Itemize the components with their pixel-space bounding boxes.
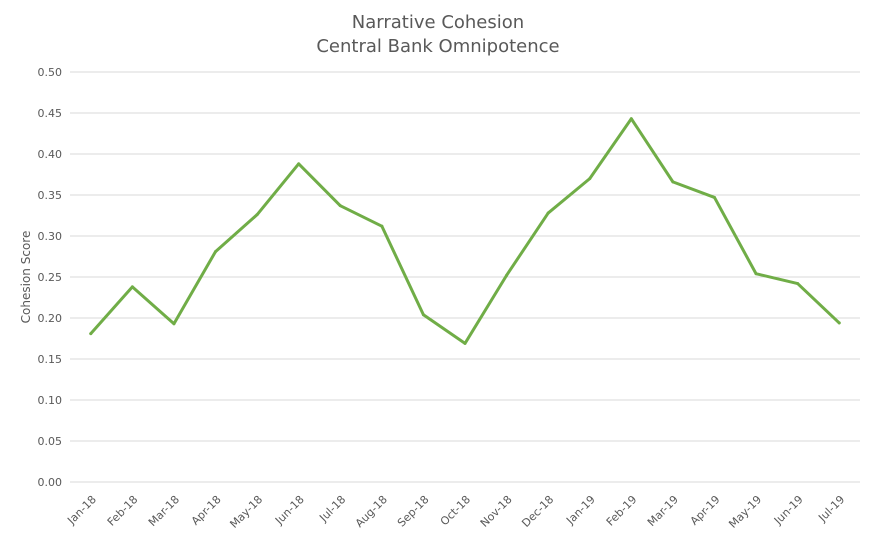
data-point — [297, 162, 301, 166]
data-point — [588, 177, 592, 181]
data-point — [754, 272, 758, 276]
x-tick-label: Jul-18 — [316, 493, 348, 525]
data-point — [796, 282, 800, 286]
data-point — [172, 322, 176, 326]
x-tick-label: Jun-19 — [771, 493, 806, 528]
x-tick-label: May-18 — [227, 493, 265, 531]
x-tick-label: Jan-19 — [563, 493, 598, 528]
x-tick-label: Apr-18 — [189, 493, 224, 528]
data-point — [380, 224, 384, 228]
x-tick-label: Sep-18 — [395, 493, 432, 530]
x-tick-label: Jun-18 — [272, 493, 307, 528]
data-point — [712, 195, 716, 199]
y-axis-ticks: 0.00 0.05 0.10 0.15 0.20 0.25 0.30 0.35 0.40 0.45… — [38, 66, 63, 489]
x-tick-label: Mar-19 — [645, 493, 681, 529]
data-point — [338, 204, 342, 208]
x-tick-label: Dec-18 — [519, 493, 556, 530]
y-tick-label: 0.05 — [38, 435, 63, 448]
data-point — [130, 285, 134, 289]
y-tick-label: 0.10 — [38, 394, 63, 407]
x-tick-label: Jan-18 — [64, 493, 99, 528]
data-point — [463, 341, 467, 345]
chart-title-line-2: Central Bank Omnipotence — [316, 36, 559, 57]
x-axis-ticks: Jan-18 Feb-18 Mar-18 Apr-18 May-18 Jun-18 Jul-… — [64, 493, 847, 531]
x-tick-label: Mar-18 — [146, 493, 182, 529]
data-point — [671, 180, 675, 184]
data-point — [214, 250, 218, 254]
x-tick-label: Apr-19 — [688, 493, 723, 528]
data-point — [505, 273, 509, 277]
x-tick-label: Nov-18 — [478, 493, 515, 530]
series-line — [89, 117, 841, 345]
y-tick-label: 0.45 — [38, 107, 63, 120]
y-tick-label: 0.20 — [38, 312, 63, 325]
x-tick-label: Oct-18 — [438, 493, 473, 528]
y-tick-label: 0.30 — [38, 230, 63, 243]
y-tick-label: 0.40 — [38, 148, 63, 161]
x-tick-label: Feb-19 — [604, 493, 640, 529]
x-tick-label: Jul-19 — [815, 493, 847, 525]
y-axis-title: Cohesion Score — [19, 231, 33, 324]
data-point — [421, 313, 425, 317]
chart-title-line-1: Narrative Cohesion — [352, 12, 524, 33]
data-point — [255, 213, 259, 217]
series-layer — [89, 117, 841, 345]
y-tick-label: 0.00 — [38, 476, 63, 489]
y-tick-label: 0.25 — [38, 271, 63, 284]
data-point — [837, 321, 841, 325]
x-tick-label: May-19 — [726, 493, 764, 531]
y-tick-label: 0.15 — [38, 353, 63, 366]
gridlines — [70, 71, 860, 483]
y-tick-label: 0.50 — [38, 66, 63, 79]
data-point — [546, 211, 550, 215]
data-point — [89, 332, 93, 336]
data-point — [629, 117, 633, 121]
x-tick-label: Feb-18 — [105, 493, 141, 529]
y-tick-label: 0.35 — [38, 189, 63, 202]
x-tick-label: Aug-18 — [353, 493, 390, 530]
